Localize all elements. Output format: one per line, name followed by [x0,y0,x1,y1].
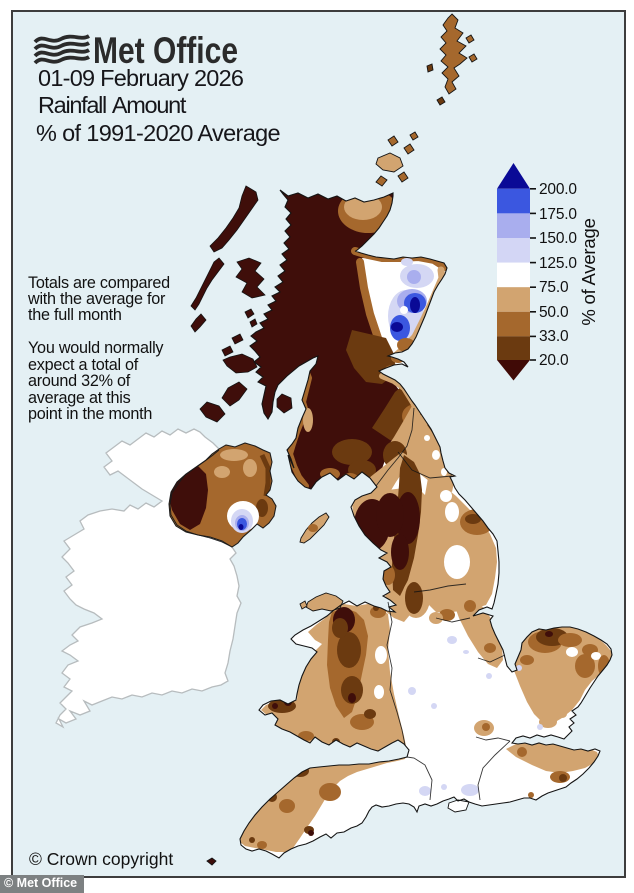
svg-text:20.0: 20.0 [539,352,569,369]
svg-text:125.0: 125.0 [539,255,577,272]
svg-text:50.0: 50.0 [539,304,569,321]
svg-text:150.0: 150.0 [539,230,577,247]
svg-text:Met Office: Met Office [93,34,238,68]
svg-text:33.0: 33.0 [539,328,569,345]
svg-text:75.0: 75.0 [539,279,569,296]
svg-text:175.0: 175.0 [539,206,577,223]
svg-text:% of Average: % of Average [578,218,599,325]
svg-text:200.0: 200.0 [539,181,577,198]
